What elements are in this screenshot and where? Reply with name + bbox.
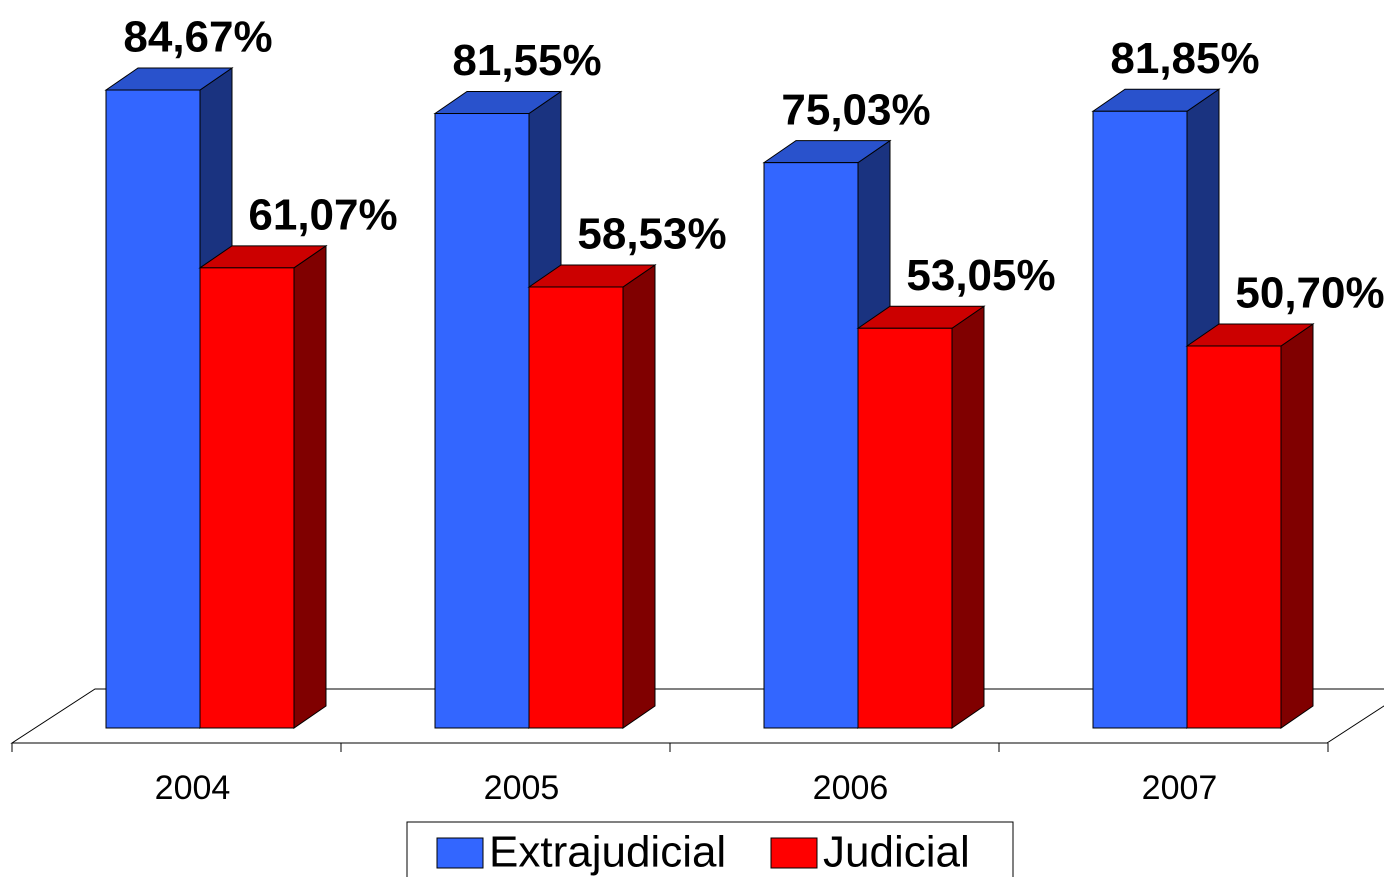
data-label: 81,85% <box>1110 34 1259 83</box>
bar <box>857 327 953 729</box>
x-tick-label: 2004 <box>155 769 231 807</box>
data-label: 75,03% <box>781 85 930 134</box>
bar-side <box>293 244 327 729</box>
data-label: 61,07% <box>248 190 397 239</box>
legend <box>406 821 1014 877</box>
data-label: 58,53% <box>577 210 726 259</box>
bar <box>1092 110 1188 729</box>
data-label: 81,55% <box>452 36 601 85</box>
bar-side <box>951 305 985 729</box>
bar-side <box>622 264 656 729</box>
x-tick-label: 2005 <box>484 769 560 807</box>
floor <box>10 688 1384 744</box>
legend-label: Extrajudicial <box>489 828 726 877</box>
bar <box>105 89 201 729</box>
bar <box>528 286 624 729</box>
bar-side <box>1280 323 1314 729</box>
data-label: 50,70% <box>1235 269 1384 318</box>
legend-label: Judicial <box>823 828 970 877</box>
data-label: 53,05% <box>906 251 1055 300</box>
bar <box>199 267 295 729</box>
bar <box>763 162 859 729</box>
x-tick-label: 2007 <box>1142 769 1218 807</box>
x-tick-label: 2006 <box>813 769 889 807</box>
bar <box>1186 345 1282 729</box>
legend-swatch <box>436 837 484 869</box>
data-label: 84,67% <box>123 13 272 62</box>
bar <box>434 113 530 729</box>
legend-swatch <box>770 837 818 869</box>
